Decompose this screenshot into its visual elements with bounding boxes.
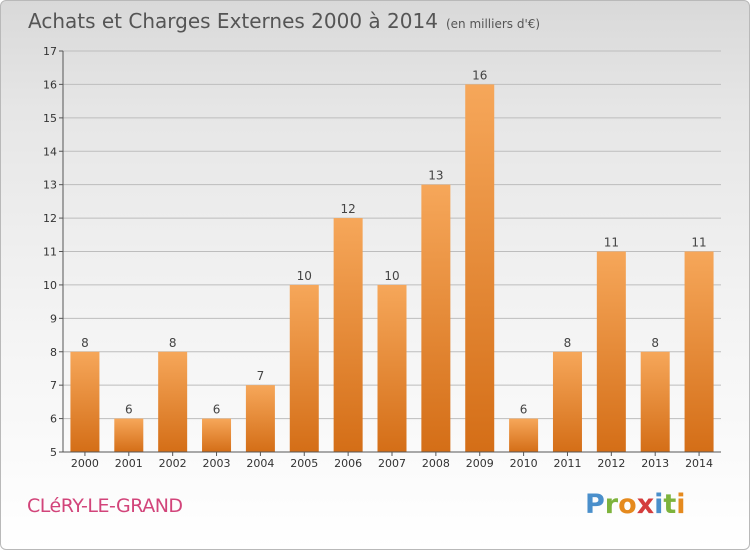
y-tick-label-15: 15 [43,112,57,125]
chart-title-unit: (en milliers d'€) [445,17,541,31]
proxiti-logo: Proxiti [585,489,686,520]
y-tick-label-14: 14 [43,145,57,158]
bar-2004 [245,385,275,452]
x-tick-label-2014: 2014 [685,457,713,470]
x-tick-label-2000: 2000 [71,457,99,470]
x-tick-label-2002: 2002 [159,457,187,470]
bar-2001 [114,418,144,452]
bar-2000 [70,351,100,452]
data-label-2005: 10 [297,269,312,283]
data-label-2010: 6 [520,403,528,417]
y-tick-label-5: 5 [50,446,57,459]
y-tick-label-9: 9 [50,312,57,325]
x-tick-label-2011: 2011 [553,457,581,470]
data-label-2013: 8 [651,336,659,350]
data-label-2004: 7 [257,369,265,383]
x-tick-label-2010: 2010 [510,457,538,470]
data-label-2012: 11 [604,236,619,250]
data-label-2009: 16 [472,68,487,82]
data-label-2001: 6 [125,403,133,417]
data-label-2002: 8 [169,336,177,350]
x-tick-label-2004: 2004 [246,457,274,470]
data-label-2000: 8 [81,336,89,350]
data-label-2007: 10 [384,269,399,283]
data-label-2006: 12 [340,202,355,216]
chart-title: Achats et Charges Externes 2000 à 2014 (e… [28,9,540,33]
y-tick-label-7: 7 [50,379,57,392]
axis-layer: 5 6 7 8 9 10 11 12 13 14 15 16 17 2000 2001 2002 2003 200… [43,45,721,470]
data-label-2011: 8 [564,336,572,350]
bar-2013 [640,351,670,452]
bar-2006 [333,218,363,452]
label-layer: 8 6 8 6 7 10 12 10 13 16 6 8 11 8 11 [81,68,707,416]
x-tick-label-2007: 2007 [378,457,406,470]
x-tick-label-2013: 2013 [641,457,669,470]
y-tick-label-13: 13 [43,179,57,192]
bar-2008 [421,184,451,452]
y-tick-label-10: 10 [43,279,57,292]
y-tick-label-6: 6 [50,413,57,426]
x-tick-label-2001: 2001 [115,457,143,470]
chart-title-main: Achats et Charges Externes 2000 à 2014 [28,9,438,33]
commune-name: CLéRY-LE-GRAND [27,495,183,517]
x-tick-label-2005: 2005 [290,457,318,470]
y-tick-label-8: 8 [50,346,57,359]
data-label-2008: 13 [428,169,443,183]
x-tick-label-2009: 2009 [466,457,494,470]
bar-2010 [509,418,539,452]
x-tick-label-2003: 2003 [203,457,231,470]
bar-2007 [377,284,407,452]
bar-2003 [202,418,232,452]
bar-2011 [552,351,582,452]
x-tick-label-2008: 2008 [422,457,450,470]
x-tick-label-2012: 2012 [597,457,625,470]
y-tick-label-16: 16 [43,78,57,91]
bar-2009 [465,84,495,453]
data-label-2003: 6 [213,403,221,417]
bar-2005 [289,284,319,452]
y-tick-label-12: 12 [43,212,57,225]
y-tick-label-11: 11 [43,246,57,259]
x-tick-label-2006: 2006 [334,457,362,470]
data-label-2014: 11 [691,236,706,250]
bar-2014 [684,251,714,452]
bar-layer [70,84,714,453]
bar-2002 [158,351,188,452]
y-tick-label-17: 17 [43,45,57,58]
bar-2012 [596,251,626,452]
